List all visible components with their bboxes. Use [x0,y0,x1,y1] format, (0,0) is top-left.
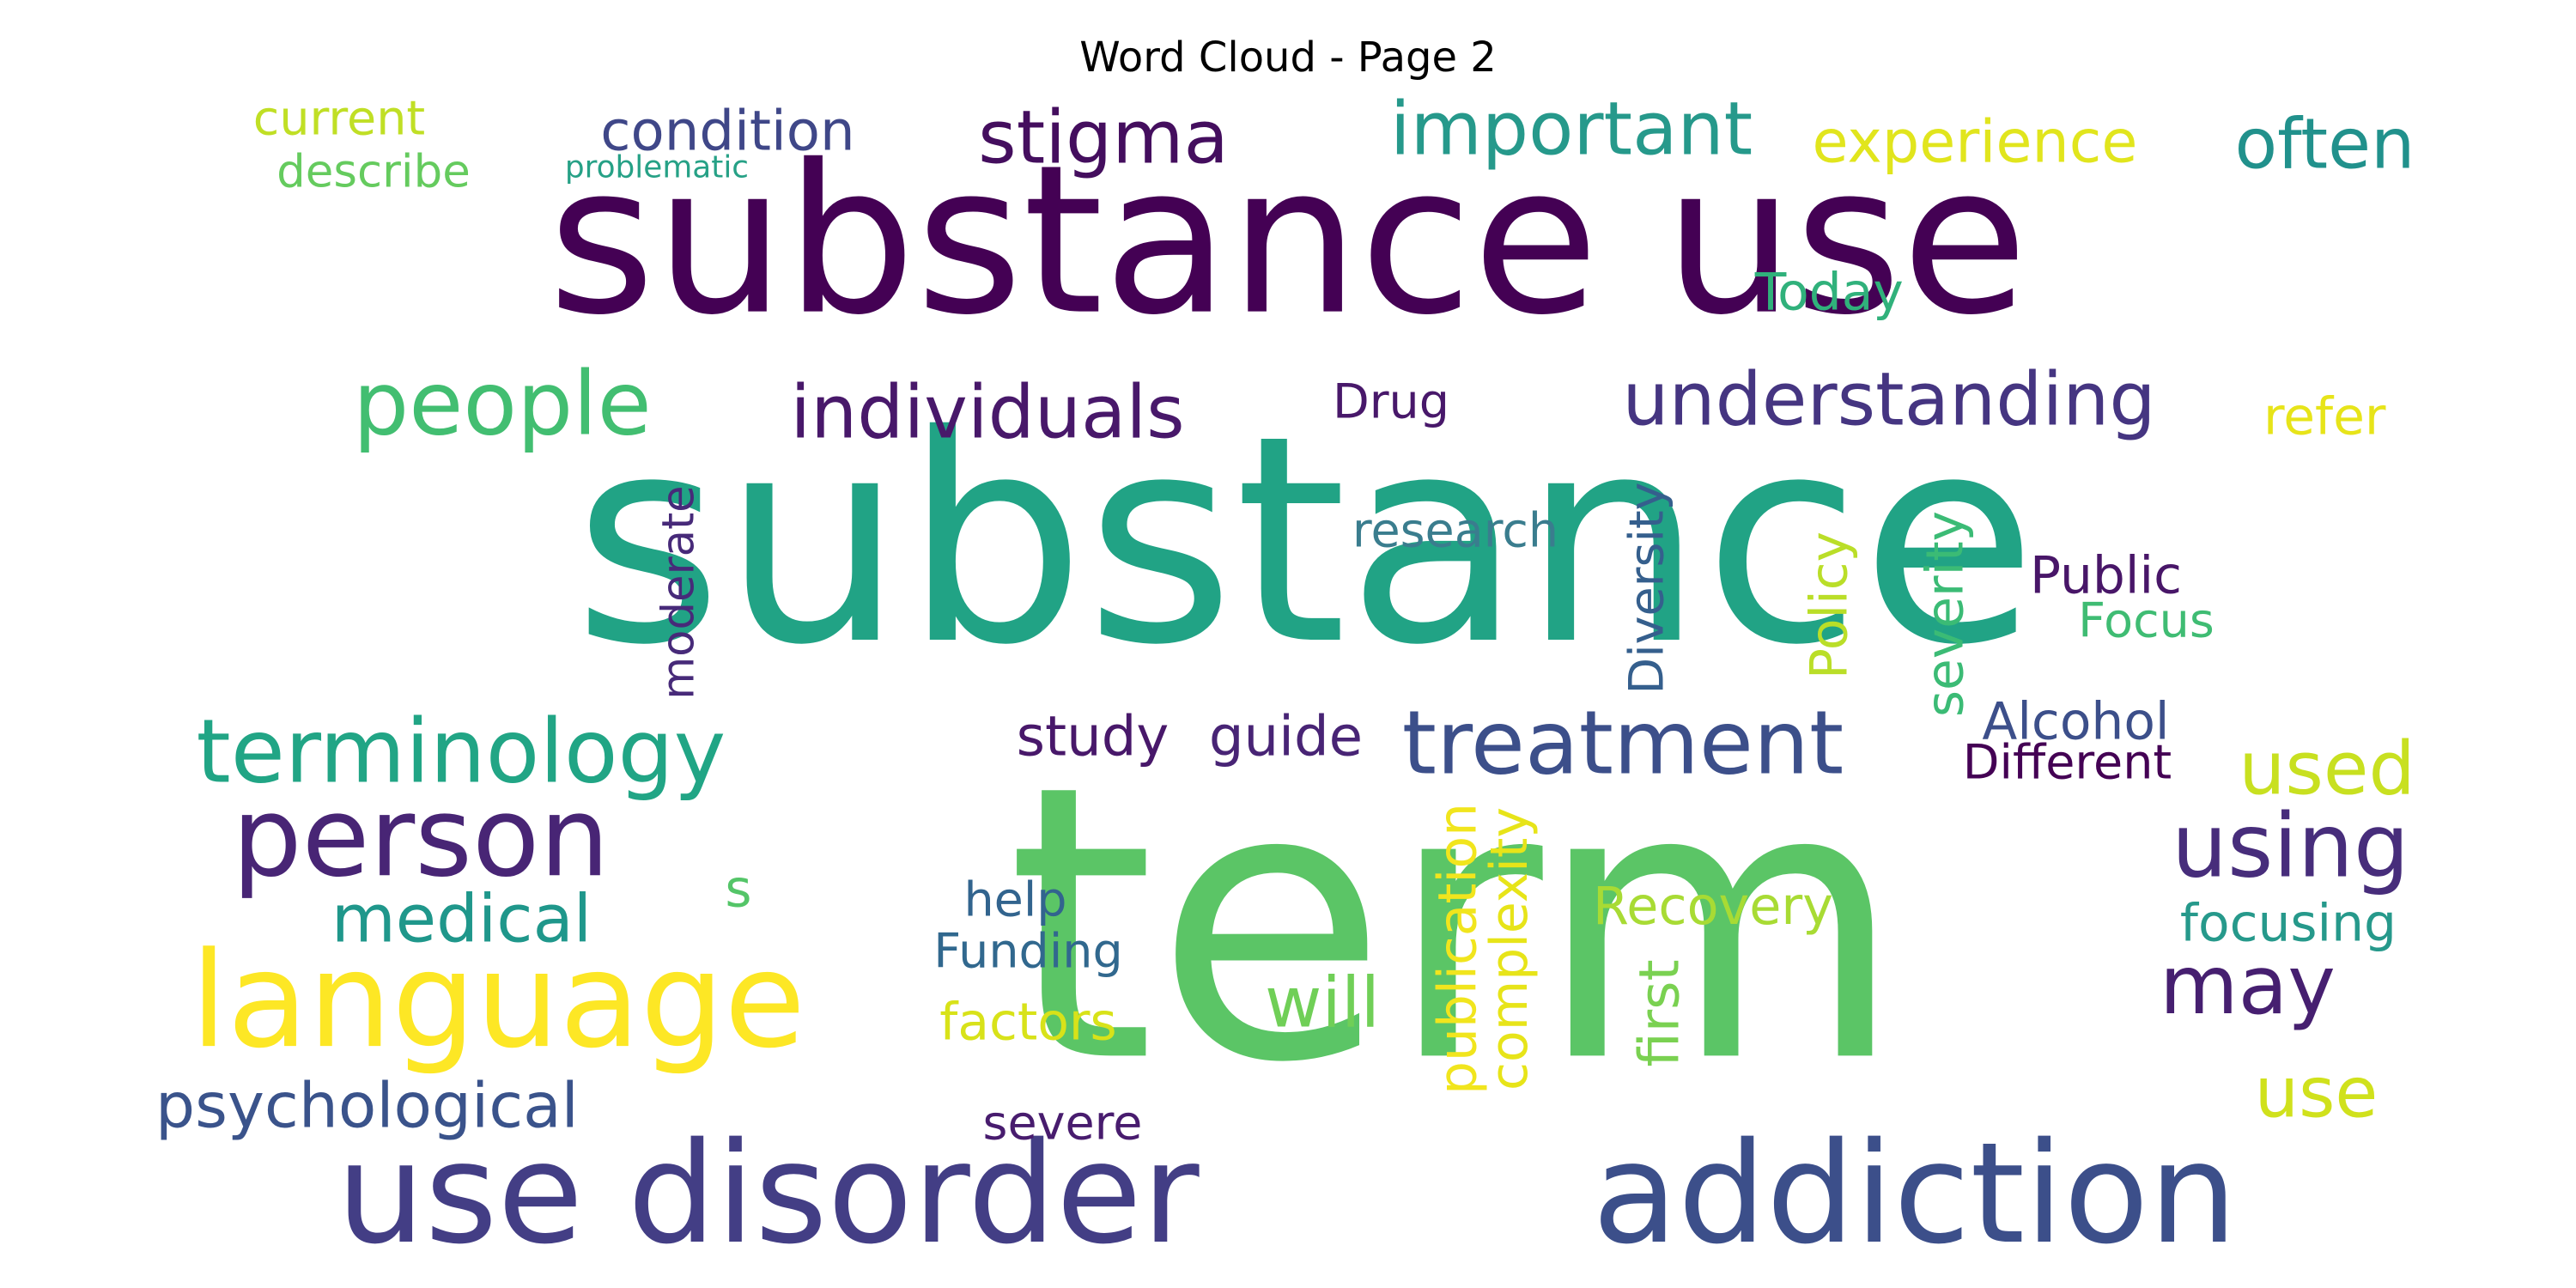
word-terminology: terminology [197,701,726,803]
word-term: term [1006,704,1904,1145]
word-refer: refer [2263,387,2386,447]
word-used: used [2239,726,2415,811]
word-factors: factors [939,993,1116,1053]
word-describe: describe [276,145,471,197]
word-use: use [2255,1054,2379,1134]
word-medical: medical [331,882,592,958]
word-using: using [2172,795,2409,897]
word-stigma: stigma [978,95,1229,180]
word-problematic: problematic [565,149,749,185]
word-severity: severity [1916,511,1976,717]
word-understanding: understanding [1622,357,2155,442]
word-focus: Focus [2078,593,2215,649]
word-help: help [963,872,1066,928]
word-important: important [1390,87,1753,172]
word-research: research [1352,503,1558,559]
page-title: Word Cloud - Page 2 [1079,33,1497,82]
word-treatment: treatment [1402,692,1844,794]
word-focusing: focusing [2180,894,2397,954]
word-language: language [191,924,805,1078]
word-addiction: addiction [1592,1113,2237,1275]
word-severe: severe [983,1096,1143,1151]
word-complexity: complexity [1479,807,1540,1091]
word-psychological: psychological [155,1071,579,1143]
word-people: people [353,353,652,455]
word-alcohol: Alcohol [1982,692,2169,752]
word-current: current [253,91,425,147]
word-publication: publication [1428,803,1489,1095]
word-condition: condition [600,100,854,164]
word-public: Public [2030,546,2182,606]
word-may: may [2160,939,2336,1033]
word-moderate: moderate [653,485,705,700]
word-today: Today [1754,263,1904,323]
word-policy: Policy [1800,532,1860,679]
word-substance: substance [574,374,2038,708]
word-guide: guide [1209,706,1363,769]
word-often: often [2234,105,2415,185]
word-substance-use: substance use [548,122,2027,361]
word-individuals: individuals [790,370,1184,455]
word-funding: Funding [933,924,1122,980]
word-first: first [1629,959,1692,1066]
word-study: study [1017,706,1170,769]
word-drug: Drug [1333,374,1449,430]
word-will: will [1265,963,1380,1044]
word-experience: experience [1813,109,2138,177]
word-use-disorder: use disorder [337,1113,1200,1275]
word-diversity: Diversity [1619,482,1675,694]
word-different: Different [1963,735,2172,791]
word-s: s [725,860,751,920]
word-person: person [232,774,609,902]
word-recovery: Recovery [1593,877,1833,937]
